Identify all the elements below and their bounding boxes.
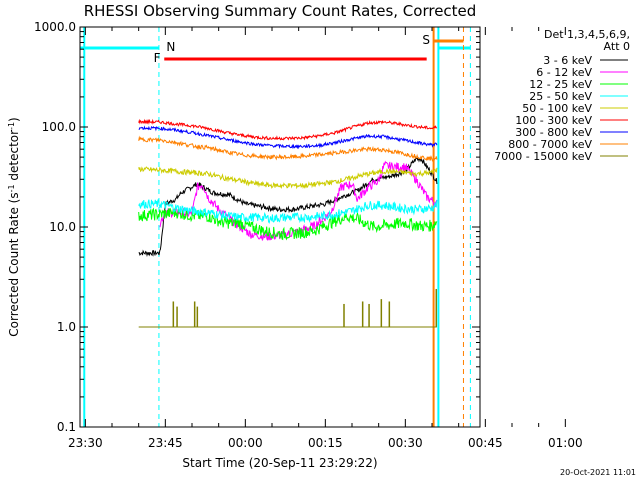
x-tick-label: 00:45 (468, 436, 503, 450)
legend-label-6: 300 - 800 keV (515, 126, 592, 139)
series-line-5 (138, 118, 437, 141)
y-tick-label: 1.0 (57, 320, 76, 334)
x-tick-label: 00:00 (228, 436, 263, 450)
legend-label-3: 25 - 50 keV (529, 90, 592, 103)
chart-title: RHESSI Observing Summary Count Rates, Co… (84, 2, 477, 20)
x-tick-label: 00:15 (308, 436, 343, 450)
x-tick-label: 23:45 (148, 436, 183, 450)
series-line-4 (138, 166, 438, 190)
y-tick-label: 100.0 (42, 120, 76, 134)
legend-label-7: 800 - 7000 keV (508, 138, 592, 151)
legend-label-4: 50 - 100 keV (522, 102, 592, 115)
axis-ticks: 0.1 1.0 10.0 100.0 1000.0 23:30 23:45 00:00 00:1… (34, 20, 583, 450)
x-tick-label: 00:30 (388, 436, 423, 450)
legend-header-line-2: Att 0 (604, 40, 630, 53)
x-tick-label: 23:30 (68, 436, 103, 450)
series-line-3 (138, 198, 438, 224)
legend-label-8: 7000 - 15000 keV (494, 150, 592, 163)
series-line-2 (138, 207, 438, 241)
legend-label-1: 6 - 12 keV (536, 66, 592, 79)
y-tick-label: 1000.0 (34, 20, 76, 34)
timestamp: 20-Oct-2021 11:01 (560, 468, 636, 477)
series-group (138, 118, 438, 328)
series-line-6 (138, 125, 438, 150)
night-marker-label: N (166, 40, 175, 54)
saa-marker-label: S (422, 33, 430, 47)
x-axis-label: Start Time (20-Sep-11 23:29:22) (182, 456, 377, 470)
flare-marker-label: F (154, 51, 161, 65)
series-line-7 (138, 135, 438, 162)
series-line-0 (138, 156, 438, 258)
legend-label-0: 3 - 6 keV (543, 54, 592, 67)
x-tick-label: 01:00 (548, 436, 583, 450)
y-axis-label: Corrected Count Rate (s-1 detector-1) (7, 117, 21, 336)
legend-label-5: 100 - 300 keV (515, 114, 592, 127)
legend-header-line-1: Det 1,3,4,5,6,9, (544, 28, 630, 41)
y-tick-label: 0.1 (57, 420, 76, 434)
legend-label-2: 12 - 25 keV (529, 78, 592, 91)
y-tick-label: 10.0 (49, 220, 76, 234)
